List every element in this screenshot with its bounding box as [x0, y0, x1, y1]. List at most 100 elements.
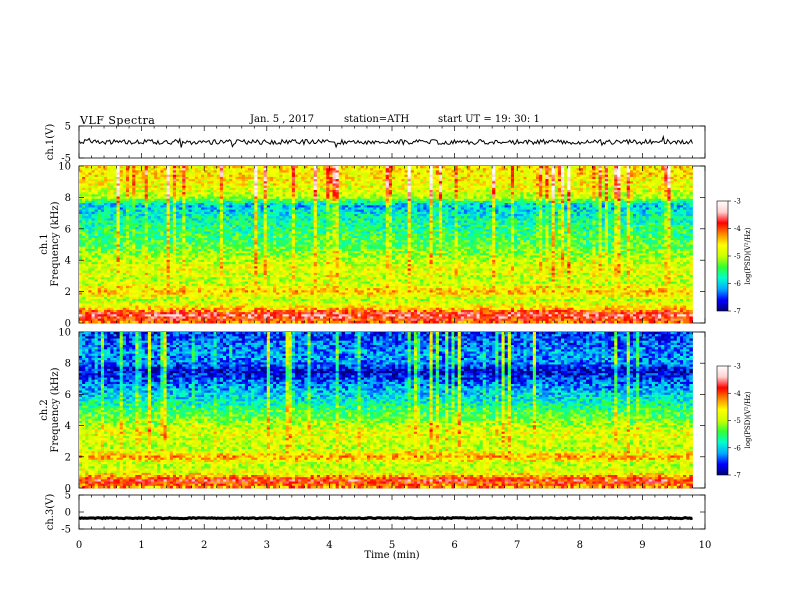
spectrogram-cell [291, 320, 296, 324]
spectrogram-cell [129, 253, 133, 256]
spectrogram-cell [182, 309, 186, 313]
spectrogram-cell [222, 320, 227, 324]
spectrogram-cell [163, 207, 168, 211]
spectrogram-cell [172, 275, 177, 278]
spectrogram-cell [172, 255, 177, 258]
spectrogram-cell [154, 229, 158, 232]
spectrogram-cell [138, 261, 142, 265]
spectrogram-cell [135, 187, 139, 191]
spectrogram-cell [144, 299, 149, 302]
spectrogram-cell [88, 196, 92, 200]
spectrogram-cell [207, 270, 211, 274]
spectrogram-cell [154, 240, 158, 243]
spectrogram-cell [129, 172, 133, 176]
spectrogram-cell [129, 216, 133, 219]
spectrogram-cell [150, 174, 155, 178]
spectrogram-cell [169, 312, 174, 315]
spectrogram-cell [172, 307, 177, 311]
spectrogram-cell [222, 251, 227, 254]
spectrogram-cell [116, 270, 121, 274]
spectrogram-cell [179, 253, 183, 256]
spectrogram-cell [94, 203, 99, 206]
spectrogram-cell [85, 290, 89, 293]
spectrogram-cell [116, 281, 121, 285]
spectrogram-cell [160, 166, 164, 169]
spectrogram-cell [163, 211, 168, 215]
spectrogram-cell [157, 261, 161, 265]
spectrogram-cell [129, 309, 133, 313]
spectrogram-cell [191, 220, 196, 224]
spectrogram-cell [135, 244, 139, 248]
spectrogram-cell [94, 279, 99, 282]
spectrogram-cell [110, 185, 114, 189]
spectrogram-cell [207, 257, 211, 261]
spectrogram-cell [191, 205, 196, 208]
spectrogram-cell [97, 185, 102, 189]
spectrogram-cell [163, 183, 168, 187]
spectrogram-cell [216, 314, 221, 317]
spectrogram-cell [207, 224, 211, 228]
spectrogram-cell [129, 235, 133, 239]
spectrogram-cell [226, 253, 230, 256]
spectrogram-cell [169, 292, 174, 296]
spectrogram-cell [166, 168, 171, 171]
spectrogram-cell [116, 248, 121, 252]
spectrogram-cell [169, 172, 174, 176]
spectrogram-cell [107, 279, 111, 282]
spectrogram-cell [216, 216, 221, 219]
spectrogram-cell [188, 277, 193, 280]
spectrogram-cell [88, 244, 92, 248]
spectrogram-cell [219, 205, 224, 208]
spectrogram-cell [194, 285, 199, 289]
spectrogram-cell [135, 277, 139, 280]
spectrogram-cell [147, 312, 152, 315]
spectrogram-cell [204, 292, 208, 296]
spectrogram-cell [176, 246, 180, 250]
spectrogram-cell [79, 314, 83, 317]
spectrogram-cell [97, 192, 102, 195]
spectrogram-cell [157, 251, 161, 254]
spectrogram-cell [147, 166, 152, 169]
spectrogram-cell [135, 253, 139, 256]
spectrogram-cell [94, 198, 99, 202]
spectrogram-cell [166, 200, 171, 204]
spectrogram-cell [100, 233, 105, 237]
spectrogram-cell [82, 185, 86, 189]
spectrogram-cell [166, 196, 171, 200]
spectrogram-cell [135, 237, 139, 241]
spectrogram-cell [132, 183, 136, 187]
spectrogram-cell [204, 305, 208, 309]
spectrogram-cell [138, 216, 142, 219]
spectrogram-cell [232, 227, 236, 230]
spectrogram-cell [88, 303, 92, 306]
spectrogram-cell [144, 176, 149, 180]
spectrogram-cell [119, 166, 124, 169]
spectrogram-cell [191, 233, 196, 237]
spectrogram-cell [226, 290, 230, 293]
spectrogram-cell [176, 285, 180, 289]
spectrogram-cell [185, 275, 189, 278]
spectrogram-cell [185, 240, 189, 243]
spectrogram-cell [147, 314, 152, 317]
spectrogram-cell [147, 196, 152, 200]
spectrogram-cell [194, 301, 199, 304]
spectrogram-cell [194, 176, 199, 180]
spectrogram-cell [113, 179, 117, 182]
spectrogram-cell [97, 281, 102, 285]
spectrogram-cell [138, 296, 142, 300]
spectrogram-cell [182, 192, 186, 195]
spectrogram-cell [97, 235, 102, 239]
spectrogram-cell [132, 261, 136, 265]
spectrogram-cell [204, 166, 208, 169]
spectrogram-cell [191, 189, 196, 193]
spectrogram-cell [207, 283, 211, 287]
spectrogram-cell [191, 307, 196, 311]
spectrogram-cell [154, 196, 158, 200]
spectrogram-cell [182, 196, 186, 200]
spectrogram-cell [197, 314, 202, 317]
spectrogram-cell [85, 198, 89, 202]
spectrogram-cell [122, 303, 127, 306]
spectrogram-cell [207, 290, 211, 293]
spectrogram-cell [210, 316, 214, 320]
spectrogram-cell [176, 303, 180, 306]
